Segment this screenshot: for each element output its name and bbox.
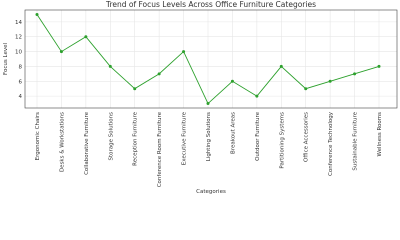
x-tick-label: Sustainable Furniture	[353, 111, 359, 170]
x-tick-label: Ergonomic Chairs	[35, 112, 41, 160]
point	[59, 50, 63, 54]
point	[328, 79, 332, 83]
x-tick-label: Storage Solutions	[108, 112, 114, 161]
chart-title: Trend of Focus Levels Across Office Furn…	[105, 0, 316, 9]
x-tick-label: Breakout Areas	[230, 112, 236, 154]
x-tick-label: Partitioning Systems	[279, 112, 285, 169]
point	[108, 64, 112, 68]
point	[35, 12, 39, 16]
chart: Trend of Focus Levels Across Office Furn…	[3, 0, 398, 195]
x-tick-label: Desks & Workstations	[59, 112, 65, 172]
point	[255, 94, 259, 98]
y-tick-label: 10	[15, 50, 22, 56]
y-axis-label: Focus Level	[3, 43, 9, 75]
x-tick-label: Executive Furniture	[182, 111, 188, 165]
x-tick-label: Lighting Solutions	[206, 112, 212, 161]
point	[230, 79, 234, 83]
x-tick-label: Outdoor Furniture	[255, 111, 261, 161]
x-tick-label: Conference Room Furniture	[157, 111, 163, 187]
plot-frame	[24, 9, 398, 109]
y-tick-label: 4	[19, 94, 23, 100]
y-tick-label: 8	[19, 64, 23, 70]
point	[84, 35, 88, 39]
point	[377, 64, 381, 68]
x-tick-label: Collaborative Furniture	[84, 111, 90, 175]
point	[353, 72, 357, 76]
point	[133, 87, 137, 91]
y-tick-label: 14	[15, 20, 22, 26]
x-tick-label: Conference Technology	[328, 111, 334, 176]
x-tick-label: Wellness Rooms	[377, 112, 383, 157]
point	[182, 50, 186, 54]
point	[157, 72, 161, 76]
x-axis-label: Categories	[196, 189, 226, 195]
y-tick-label: 6	[19, 79, 23, 85]
y-tick-label: 12	[15, 35, 22, 41]
x-tick-label: Office Accessories	[304, 112, 310, 162]
point	[206, 102, 210, 106]
x-tick-label: Reception Furniture	[133, 111, 139, 165]
point	[304, 87, 308, 91]
point	[279, 64, 283, 68]
